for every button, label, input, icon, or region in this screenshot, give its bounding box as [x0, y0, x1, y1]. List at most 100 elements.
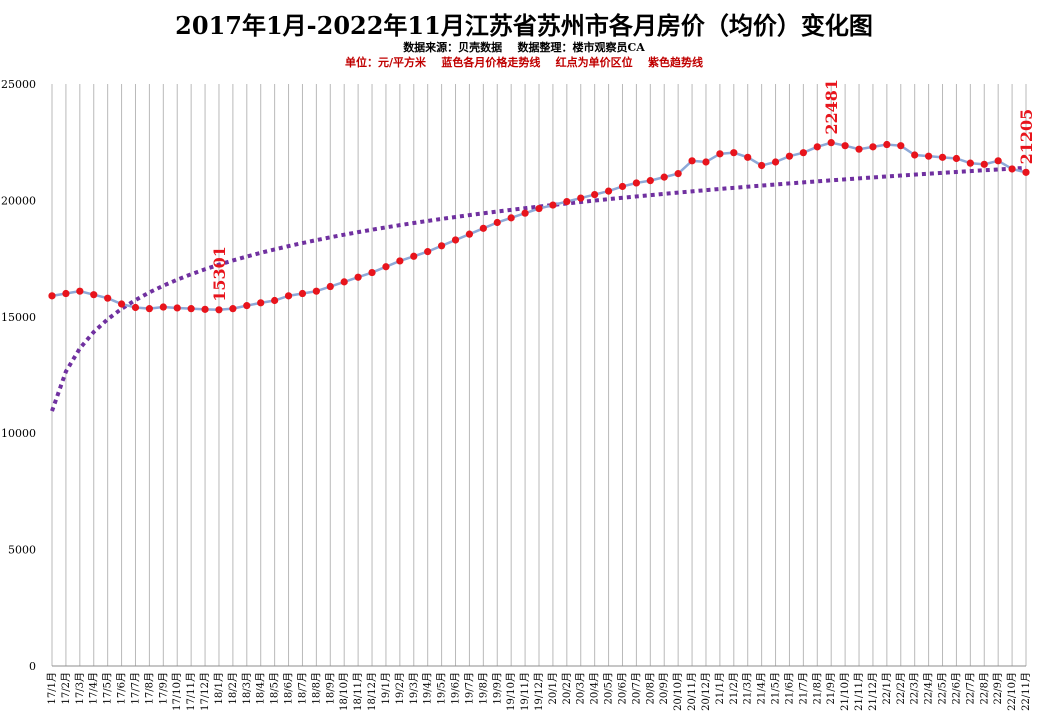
x-tick-label: 22/8月 — [978, 672, 990, 704]
data-point — [591, 190, 599, 199]
data-point — [48, 292, 56, 300]
chart-note: 单位：元/平方米 蓝色各月价格走势线 红点为单价区位 紫色趋势线 — [345, 55, 703, 69]
data-point — [271, 296, 279, 305]
x-tick-label: 18/8月 — [310, 672, 322, 704]
x-tick-label: 17/11月 — [185, 672, 197, 711]
x-tick-label: 21/11月 — [853, 672, 865, 711]
x-tick-label: 22/5月 — [937, 672, 949, 704]
x-tick-label: 17/10月 — [171, 672, 183, 711]
x-tick-label: 21/3月 — [742, 672, 754, 704]
data-point — [507, 214, 515, 222]
data-point — [131, 303, 140, 312]
data-point — [243, 302, 251, 310]
data-label: 21205 — [1017, 109, 1036, 165]
data-point — [674, 170, 682, 178]
x-tick-label: 17/2月 — [60, 672, 72, 704]
x-tick-label: 22/11月 — [1020, 672, 1032, 711]
data-point — [771, 158, 780, 166]
x-tick-label: 20/7月 — [630, 672, 642, 704]
points-layer — [48, 139, 1030, 314]
data-point — [368, 268, 376, 277]
x-tick-label: 17/9月 — [157, 672, 169, 704]
data-point — [117, 300, 126, 308]
y-tick-label: 20000 — [1, 194, 36, 207]
x-tick-label: 17/8月 — [143, 672, 155, 704]
x-tick-label: 19/2月 — [394, 672, 406, 704]
x-tick-label: 19/4月 — [422, 672, 434, 704]
data-point — [813, 143, 821, 151]
data-point — [465, 230, 474, 238]
x-tick-label: 18/9月 — [324, 672, 336, 704]
x-tick-label: 21/10月 — [839, 672, 851, 711]
x-tick-label: 19/9月 — [491, 672, 503, 704]
x-tick-label: 19/10月 — [505, 672, 517, 711]
x-tick-label: 17/4月 — [88, 672, 100, 704]
data-point — [716, 150, 724, 158]
data-point — [410, 252, 418, 260]
x-tick-label: 21/6月 — [783, 672, 795, 704]
x-tick-label: 19/1月 — [380, 672, 392, 704]
data-point — [549, 201, 557, 209]
x-tick-label: 19/3月 — [408, 672, 420, 704]
data-point — [90, 291, 98, 299]
x-tick-label: 19/6月 — [450, 672, 462, 704]
x-tick-label: 18/12月 — [366, 672, 378, 711]
y-tick-label: 10000 — [1, 427, 36, 440]
data-point — [104, 294, 112, 302]
x-tick-label: 17/7月 — [129, 672, 141, 704]
data-point — [215, 306, 223, 314]
data-point — [354, 273, 362, 281]
data-point — [646, 177, 654, 185]
data-point — [145, 305, 153, 313]
data-point — [257, 299, 265, 307]
x-tick-label: 20/3月 — [575, 672, 587, 704]
x-tick-label: 22/2月 — [895, 672, 907, 704]
x-tick-label: 18/5月 — [269, 672, 281, 704]
x-tick-label: 18/3月 — [241, 672, 253, 704]
data-point — [201, 305, 209, 313]
x-tick-label: 19/8月 — [477, 672, 489, 704]
x-tick-label: 20/4月 — [589, 672, 601, 704]
x-tick-label: 20/12月 — [700, 672, 712, 711]
data-point — [730, 149, 738, 157]
x-tick-label: 18/7月 — [296, 672, 308, 704]
data-point — [938, 153, 947, 161]
x-tick-label: 20/8月 — [644, 672, 656, 704]
data-point — [604, 187, 613, 195]
data-point — [994, 157, 1002, 165]
data-point — [897, 142, 905, 150]
x-tick-label: 19/11月 — [519, 672, 531, 711]
data-point — [688, 157, 696, 165]
data-point — [521, 209, 529, 217]
x-tick-label: 17/5月 — [102, 672, 114, 704]
x-tick-label: 21/1月 — [714, 672, 726, 704]
x-tick-label: 18/11月 — [352, 672, 364, 711]
x-tick-label: 22/10月 — [1006, 672, 1018, 711]
data-point — [1022, 168, 1030, 176]
data-point — [744, 153, 752, 161]
data-point — [229, 305, 237, 313]
x-tick-label: 19/12月 — [533, 672, 545, 711]
x-tick-label: 21/2月 — [728, 672, 740, 704]
x-tick-label: 20/6月 — [616, 672, 628, 704]
data-point — [869, 143, 877, 151]
chart-subtitle: 数据来源：贝壳数据 数据整理：楼市观察员CA — [403, 40, 645, 54]
data-point — [785, 152, 794, 160]
data-point — [479, 224, 487, 232]
x-tick-label: 20/5月 — [603, 672, 615, 704]
y-tick-label: 15000 — [1, 311, 36, 324]
x-tick-label: 20/1月 — [547, 672, 559, 704]
data-point — [827, 139, 835, 147]
x-tick-label: 21/4月 — [756, 672, 768, 704]
axis-layer: 0 5000 10000 15000 20000 25000 17/1月 17/2月 17/3月… — [1, 78, 1032, 711]
data-point — [382, 263, 390, 271]
data-point — [312, 287, 320, 295]
data-point — [632, 179, 641, 187]
data-point — [396, 257, 404, 265]
x-tick-label: 17/1月 — [46, 672, 58, 704]
x-tick-label: 18/4月 — [255, 672, 267, 704]
chart-title: 2017年1月-2022年11月江苏省苏州市各月房价（均价）变化图 — [175, 11, 873, 40]
x-tick-label: 20/2月 — [561, 672, 573, 704]
x-tick-label: 18/6月 — [283, 672, 295, 704]
x-tick-label: 17/6月 — [116, 672, 128, 704]
